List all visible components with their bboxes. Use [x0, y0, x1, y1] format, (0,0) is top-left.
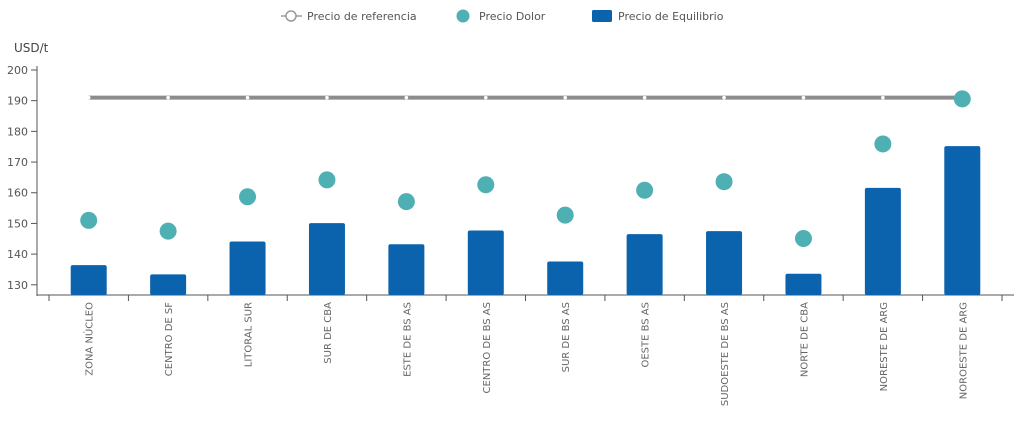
equilibrio-bar: [70, 265, 107, 295]
y-tick-label: 160: [7, 187, 28, 200]
x-category-label: SUR DE BS AS: [561, 302, 572, 372]
x-category-label: SUDOESTE DE BS AS: [720, 302, 731, 406]
reference-line-series: [86, 95, 965, 100]
legend-reference-label: Precio de referencia: [307, 10, 417, 23]
legend-reference-marker: [285, 10, 297, 22]
dolor-points: [80, 90, 971, 247]
dolor-point: [80, 211, 98, 229]
dolor-point: [636, 181, 654, 199]
y-tick-label: 180: [7, 125, 28, 138]
bars: [70, 146, 981, 295]
x-category-label: SUR DE CBA: [323, 302, 334, 364]
dolor-point: [874, 135, 892, 153]
y-tick-label: 140: [7, 248, 28, 261]
equilibrio-bar: [308, 223, 345, 295]
x-category-labels: ZONA NÚCLEO CENTRO DE SF LITORAL SUR SUR DE…: [48, 295, 1003, 406]
legend-equilibrio-label: Precio de Equilibrio: [618, 10, 724, 23]
reference-point: [801, 95, 806, 100]
equilibrio-bar: [706, 231, 743, 295]
x-category-label: OESTE BS AS: [641, 302, 652, 368]
y-tick-label: 150: [7, 217, 28, 230]
dolor-point: [953, 90, 971, 108]
dolor-point: [239, 188, 257, 206]
equilibrio-bar: [150, 274, 187, 295]
reference-point: [245, 95, 250, 100]
y-axis-unit-label: USD/t: [14, 41, 49, 55]
y-tick-label: 200: [7, 64, 28, 77]
y-tick-label: 190: [7, 95, 28, 108]
dolor-point: [794, 229, 812, 247]
reference-point: [404, 95, 409, 100]
y-ticks: 130 140 150 160 170 180 190 200: [7, 64, 37, 292]
equilibrio-bar: [467, 230, 504, 295]
reference-point: [166, 95, 170, 100]
x-category-label: NORESTE DE ARG: [879, 302, 890, 391]
equilibrio-bar: [229, 241, 266, 295]
dolor-point: [159, 222, 177, 240]
legend-item-reference: Precio de referencia: [281, 10, 417, 23]
x-category-label: ESTE DE BS AS: [402, 302, 413, 377]
reference-point: [325, 95, 329, 100]
reference-point: [881, 95, 885, 100]
reference-point: [483, 95, 488, 100]
x-category-label: ZONA NÚCLEO: [83, 302, 96, 376]
legend-equilibrio-swatch: [592, 10, 612, 22]
equilibrio-bar: [864, 187, 901, 295]
dolor-point: [397, 193, 415, 211]
legend-item-equilibrio: Precio de Equilibrio: [592, 10, 724, 23]
legend-dolor-marker: [456, 9, 470, 23]
y-tick-label: 130: [7, 279, 28, 292]
reference-point: [86, 95, 91, 100]
dolor-point: [556, 206, 574, 224]
reference-point: [722, 95, 726, 100]
equilibrio-bar: [388, 244, 425, 295]
reference-point: [563, 95, 568, 100]
dolor-point: [477, 176, 495, 194]
dolor-point: [715, 173, 733, 191]
legend-dolor-label: Precio Dolor: [479, 10, 546, 23]
dolor-point: [318, 171, 336, 189]
x-category-label: CENTRO DE BS AS: [482, 302, 493, 393]
reference-point: [642, 95, 647, 100]
equilibrio-bar: [944, 146, 981, 295]
equilibrio-bar: [547, 261, 584, 295]
equilibrio-bar: [785, 273, 822, 295]
equilibrio-bar: [626, 234, 663, 295]
x-category-label: LITORAL SUR: [244, 302, 255, 367]
y-tick-label: 170: [7, 156, 28, 169]
x-category-label: CENTRO DE SF: [164, 302, 175, 376]
x-category-label: NOROESTE DE ARG: [958, 302, 969, 399]
legend-item-dolor: Precio Dolor: [456, 9, 546, 23]
x-category-label: NORTE DE CBA: [799, 302, 810, 377]
legend: Precio de referencia Precio Dolor Precio…: [281, 9, 724, 23]
